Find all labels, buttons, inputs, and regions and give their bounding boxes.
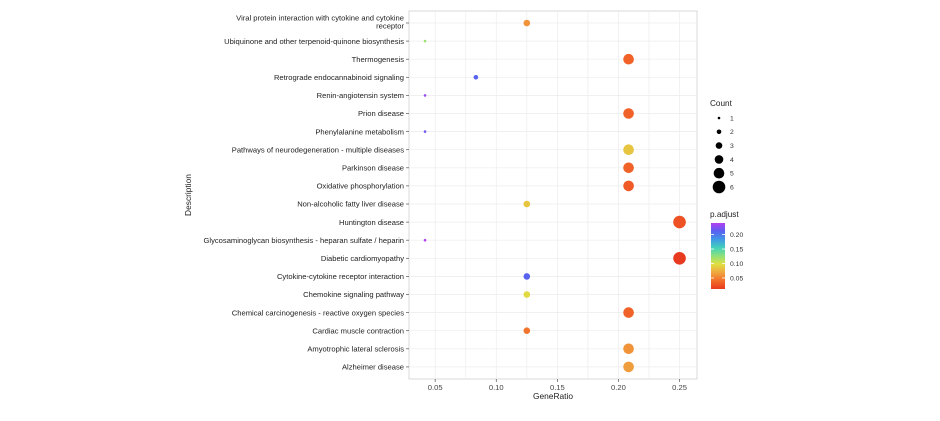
- data-point: [623, 162, 634, 174]
- data-point: [523, 19, 531, 27]
- y-tick-label: Diabetic cardiomyopathy: [321, 254, 404, 263]
- y-tick-label: Prion disease: [358, 109, 404, 118]
- y-tick-label: Chemical carcinogenesis - reactive oxyge…: [232, 308, 404, 317]
- size-legend-dot: [712, 180, 726, 194]
- x-tick-label: 0.15: [550, 383, 565, 392]
- size-legend-label: 3: [730, 143, 734, 150]
- color-legend-label: 0.20: [730, 232, 743, 239]
- y-tick-label: Chemokine signaling pathway: [303, 290, 404, 299]
- data-point: [623, 307, 634, 318]
- y-tick-label: Thermogenesis: [352, 55, 405, 64]
- y-tick-label: Glycosaminoglycan biosynthesis - heparan…: [203, 236, 404, 245]
- data-point: [423, 130, 427, 133]
- data-point: [523, 273, 531, 280]
- size-legend-dot: [716, 129, 722, 135]
- color-legend-title: p.adjust: [710, 210, 739, 219]
- plot-panel: [408, 10, 698, 380]
- size-legend-label: 5: [730, 171, 734, 178]
- data-point: [673, 251, 686, 265]
- y-tick-labels: Viral protein interaction with cytokine …: [203, 14, 409, 372]
- y-tick-label: Alzheimer disease: [342, 363, 404, 372]
- data-point: [623, 144, 634, 155]
- x-axis-title: GeneRatio: [533, 391, 573, 401]
- data-point: [623, 180, 634, 192]
- y-tick-label: Huntington disease: [339, 218, 404, 227]
- data-point: [623, 361, 634, 373]
- y-tick-label: Retrograde endocannabinoid signaling: [274, 73, 404, 82]
- data-point: [523, 291, 531, 298]
- data-point: [673, 215, 686, 229]
- size-legend-label: 6: [730, 184, 734, 191]
- size-legend-dot: [715, 142, 723, 149]
- y-tick-label: Cardiac muscle contraction: [312, 326, 404, 335]
- size-legend-dot: [714, 155, 724, 164]
- y-tick-label: Viral protein interaction with cytokine …: [236, 14, 404, 31]
- x-tick-label: 0.25: [672, 383, 687, 392]
- data-point: [623, 108, 634, 119]
- data-point: [423, 39, 427, 43]
- size-legend-label: 1: [730, 115, 734, 122]
- color-legend: p.adjust 0.05 0.10 0.15 0.20: [710, 210, 743, 289]
- data-points: [423, 19, 686, 373]
- data-point: [423, 238, 427, 242]
- data-point: [523, 327, 531, 335]
- data-point: [623, 343, 634, 355]
- y-tick-label: Parkinson disease: [342, 164, 404, 173]
- color-legend-label: 0.05: [730, 275, 743, 282]
- y-tick-label: Non-alcoholic fatty liver disease: [297, 200, 404, 209]
- y-tick-label: Amyotrophic lateral sclerosis: [307, 345, 404, 354]
- y-axis-title: Description: [183, 174, 193, 216]
- x-tick-labels: 0.05 0.10 0.15 0.20 0.25: [428, 379, 687, 392]
- size-legend: Count 1 2 3 4 5 6: [710, 99, 734, 194]
- data-point: [473, 75, 479, 80]
- y-tick-label: Ubiquinone and other terpenoid-quinone b…: [224, 37, 404, 46]
- y-tick-label: Phenylalanine metabolism: [315, 127, 404, 136]
- y-tick-label: Cytokine-cytokine receptor interaction: [277, 272, 404, 281]
- color-legend-bar: [711, 223, 725, 289]
- x-tick-label: 0.20: [611, 383, 626, 392]
- size-legend-dot: [713, 167, 725, 179]
- data-point: [623, 53, 634, 65]
- color-legend-label: 0.10: [730, 261, 743, 268]
- data-point: [523, 200, 531, 208]
- size-legend-label: 4: [730, 157, 734, 164]
- size-legend-dot: [717, 116, 721, 120]
- data-point: [423, 94, 427, 97]
- size-legend-label: 2: [730, 129, 734, 136]
- y-tick-label: Oxidative phosphorylation: [317, 182, 404, 191]
- y-tick-label: Renin-angiotensin system: [317, 91, 404, 100]
- size-legend-title: Count: [710, 99, 733, 108]
- x-tick-label: 0.10: [489, 383, 504, 392]
- x-tick-label: 0.05: [428, 383, 443, 392]
- grid-lines: [409, 11, 697, 379]
- y-tick-label: Pathways of neurodegeneration - multiple…: [232, 145, 404, 154]
- color-legend-label: 0.15: [730, 246, 743, 253]
